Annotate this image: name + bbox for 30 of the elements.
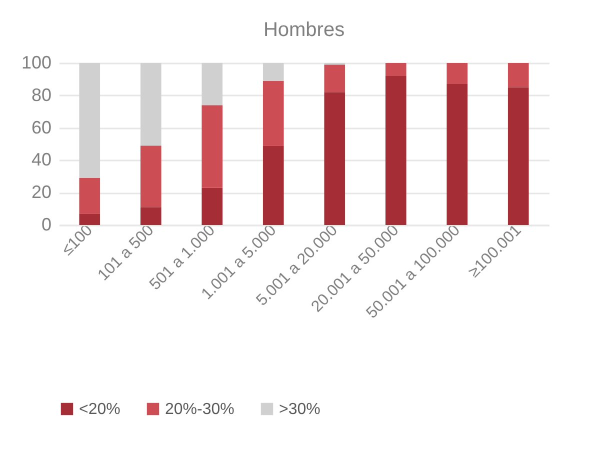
bar (79, 178, 100, 214)
y-tick-label: 0 (41, 214, 52, 234)
bar (79, 63, 100, 178)
bar (202, 105, 223, 188)
bar (385, 76, 406, 225)
y-tick-label: 100 (21, 52, 52, 72)
bar (262, 80, 284, 146)
legend-label: 20%-30% (165, 401, 234, 418)
bar (140, 146, 162, 208)
bar (324, 64, 346, 92)
bar (508, 63, 529, 88)
bar (140, 207, 162, 225)
legend-label: >30% (279, 401, 320, 418)
bar (508, 87, 529, 225)
bar (262, 63, 284, 81)
bar (324, 92, 346, 225)
y-tick-label: 20 (31, 182, 52, 202)
y-tick-label: 80 (31, 84, 52, 105)
bar (202, 63, 223, 106)
bar (140, 63, 162, 146)
chart-title: Hombres (263, 19, 345, 41)
bar (262, 146, 284, 225)
y-tick-label: 40 (31, 150, 52, 170)
bar (446, 84, 468, 225)
bar (385, 63, 406, 76)
bar (79, 214, 100, 225)
legend-label: <20% (79, 401, 120, 418)
bar (202, 188, 223, 225)
bar (446, 63, 468, 84)
y-tick-label: 60 (31, 117, 52, 138)
